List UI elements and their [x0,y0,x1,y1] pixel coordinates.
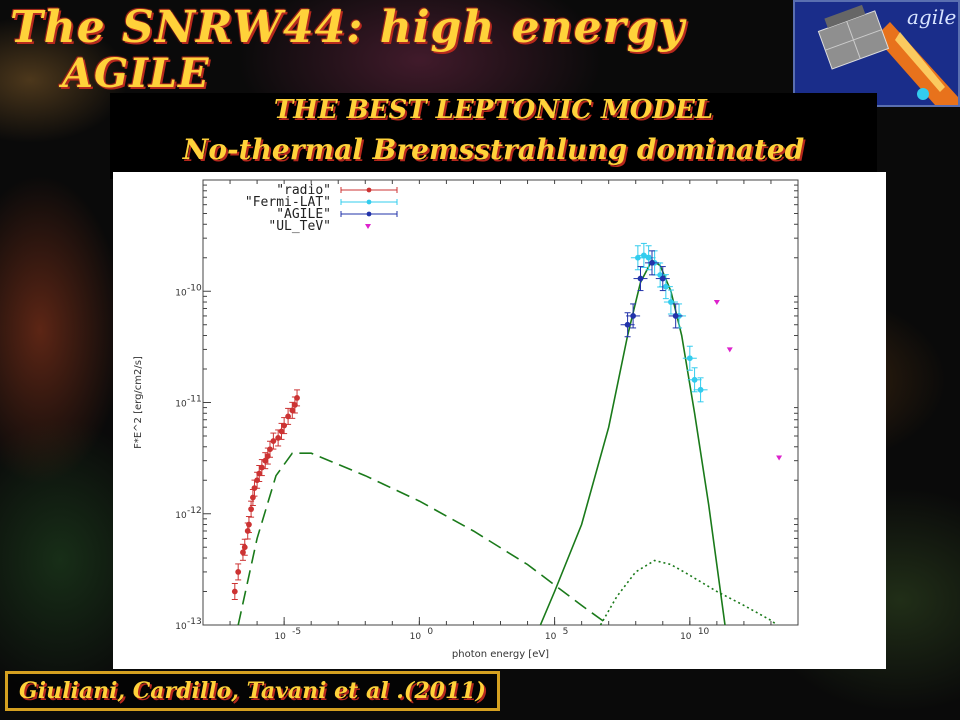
data-point [278,428,285,435]
svg-text:agile: agile [907,5,956,29]
x-tick-label: 10 [545,632,557,642]
y-axis-label: F*E^2 [erg/cm2/s] [133,356,144,449]
data-point [270,438,277,444]
data-point [672,313,679,319]
data-point [624,321,631,328]
data-point [640,252,647,259]
subtitle-line-1: THE BEST LEPTONIC MODEL [273,95,714,125]
sed-chart: 10 -5 10 0 10 5 10 10 10 -13 10 -12 10 -11 10 -10 photon… [113,172,886,669]
data-point [662,283,669,290]
data-point [231,588,238,595]
x-tick-exponent: -5 [292,627,301,637]
y-tick-exponent: -11 [187,395,202,405]
x-tick-exponent: 10 [698,627,710,637]
data-point [659,275,666,282]
legend-label: "radio" [276,183,331,198]
legend-label: "AGILE" [276,207,331,222]
legend-label: "UL_TeV" [268,219,331,234]
y-tick-label: 10 [175,622,187,632]
legend-marker [366,211,372,217]
data-point [241,544,248,551]
model-curve-dashed [237,452,610,625]
x-axis-label: photon energy [eV] [452,649,549,660]
legend-marker [365,224,371,229]
data-point [686,355,693,362]
subtitle-box: THE BEST LEPTONIC MODEL No-thermal Brems… [110,93,877,179]
y-tick-exponent: -13 [187,617,202,627]
data-point [637,275,644,282]
ul-point [776,455,783,461]
data-point [691,376,698,383]
data-point [649,259,655,266]
data-point [634,254,641,261]
model-curve-dotted [599,559,779,625]
data-point [697,386,704,393]
y-tick-label: 10 [175,288,187,298]
data-point [240,549,246,556]
y-tick-label: 10 [175,400,187,410]
data-point [645,254,652,261]
data-point [248,506,254,513]
data-point [285,413,291,420]
data-point [262,457,269,464]
data-point [630,313,637,319]
agile-logo: agile [793,0,960,107]
x-tick-label: 10 [680,632,692,642]
y-tick-exponent: -10 [187,283,202,293]
citation-box: Giuliani, Cardillo, Tavani et al .(2011) [5,671,500,711]
slide-title: The SNRW44: high energy [10,2,686,53]
y-tick-exponent: -12 [187,506,202,516]
y-tick-label: 10 [175,511,187,521]
legend-marker [366,187,372,193]
legend-label: "Fermi-LAT" [245,195,331,210]
slide-title-agile: AGILE [62,50,210,97]
data-point [289,407,296,414]
x-tick-label: 10 [410,632,422,642]
citation-text: Giuliani, Cardillo, Tavani et al .(2011) [19,678,486,704]
x-tick-exponent: 5 [563,627,569,637]
subtitle-line-2: No-thermal Bremsstrahlung dominated [182,133,805,166]
data-point [258,464,265,471]
data-point [294,394,300,401]
x-tick-exponent: 0 [427,627,433,637]
data-point [235,569,242,575]
data-point [246,521,252,528]
ul-point [726,347,733,353]
ul-point [713,300,720,306]
legend-marker [366,199,372,205]
data-point [668,299,674,305]
x-tick-label: 10 [274,632,286,642]
